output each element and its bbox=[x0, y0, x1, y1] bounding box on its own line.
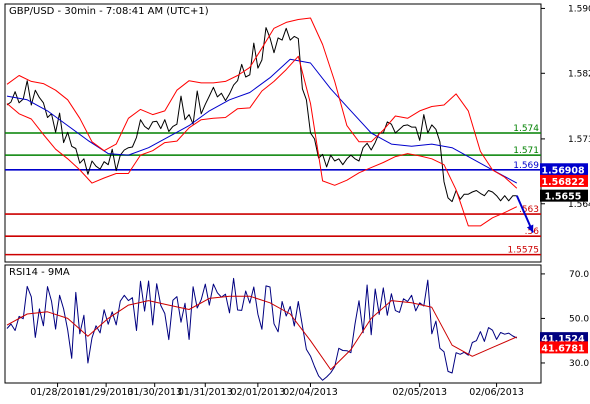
series-ma-line bbox=[6, 295, 517, 371]
x-tick-label: 02/04/2013 bbox=[283, 387, 338, 398]
level-label: 1.571 bbox=[513, 146, 539, 156]
rsi-series-layer bbox=[6, 277, 518, 381]
series-ma-line bbox=[6, 58, 518, 184]
price-tag-label: 41.6781 bbox=[541, 343, 584, 354]
price-tag-label: 1.5655 bbox=[545, 192, 582, 203]
rsi-y-tick-label: 70.0 bbox=[569, 270, 589, 280]
x-tick-label: 01/30/2013 bbox=[127, 387, 182, 398]
x-tick-label: 01/31/2013 bbox=[178, 387, 233, 398]
rsi-plot-area bbox=[4, 264, 542, 384]
price-tag-box bbox=[540, 189, 588, 202]
price-tag-box bbox=[540, 163, 588, 176]
price-y-axis: 1.5909 1.5821 1.5732 1.5644 bbox=[541, 4, 590, 210]
price-tag-label: 1.56908 bbox=[541, 165, 585, 176]
price-y-tick-label: 1.5732 bbox=[568, 135, 590, 145]
rsi-y-tick-label: 50.0 bbox=[569, 314, 589, 324]
series-upper-band-line bbox=[6, 17, 518, 189]
price-series-layer bbox=[6, 17, 534, 233]
rsi-chart-title: RSI14 - 9MA bbox=[9, 267, 70, 278]
price-tag-label: 1.56822 bbox=[541, 177, 584, 188]
price-chart-title: GBP/USD - 30min - 7:08:41 AM (UTC+1) bbox=[9, 6, 209, 17]
projection-arrow-head bbox=[526, 224, 534, 233]
level-label: 1.574 bbox=[513, 124, 539, 134]
price-y-tick-label: 1.5909 bbox=[568, 4, 590, 14]
series-price-line bbox=[6, 27, 517, 203]
level-label: 1.5575 bbox=[508, 246, 540, 256]
price-panel: GBP/USD - 30min - 7:08:41 AM (UTC+1) 1.5… bbox=[4, 3, 590, 263]
level-label: 1.569 bbox=[513, 161, 539, 171]
price-tag-box bbox=[540, 332, 588, 345]
price-y-tick-label: 1.5644 bbox=[568, 200, 590, 210]
price-tag-box bbox=[540, 341, 588, 354]
rsi-y-axis: 70.0 50.0 30.0 bbox=[541, 270, 589, 369]
price-tag-label: 41.1524 bbox=[541, 334, 585, 345]
x-tick-label: 01/29/2013 bbox=[79, 387, 134, 398]
x-tick-label: 02/06/2013 bbox=[469, 387, 524, 398]
x-tick-label: 01/28/2013 bbox=[30, 387, 85, 398]
x-axis: 01/28/201301/29/201301/30/201301/31/2013… bbox=[30, 383, 524, 398]
price-y-tick-label: 1.5821 bbox=[568, 69, 590, 79]
series-rsi-line bbox=[6, 277, 518, 381]
x-tick-label: 02/01/2013 bbox=[230, 387, 285, 398]
series-lower-band-line bbox=[6, 55, 518, 227]
level-label: .563 bbox=[519, 205, 539, 215]
price-tag-box bbox=[540, 174, 588, 187]
x-tick-label: 02/05/2013 bbox=[392, 387, 447, 398]
rsi-y-tick-label: 30.0 bbox=[569, 359, 589, 369]
